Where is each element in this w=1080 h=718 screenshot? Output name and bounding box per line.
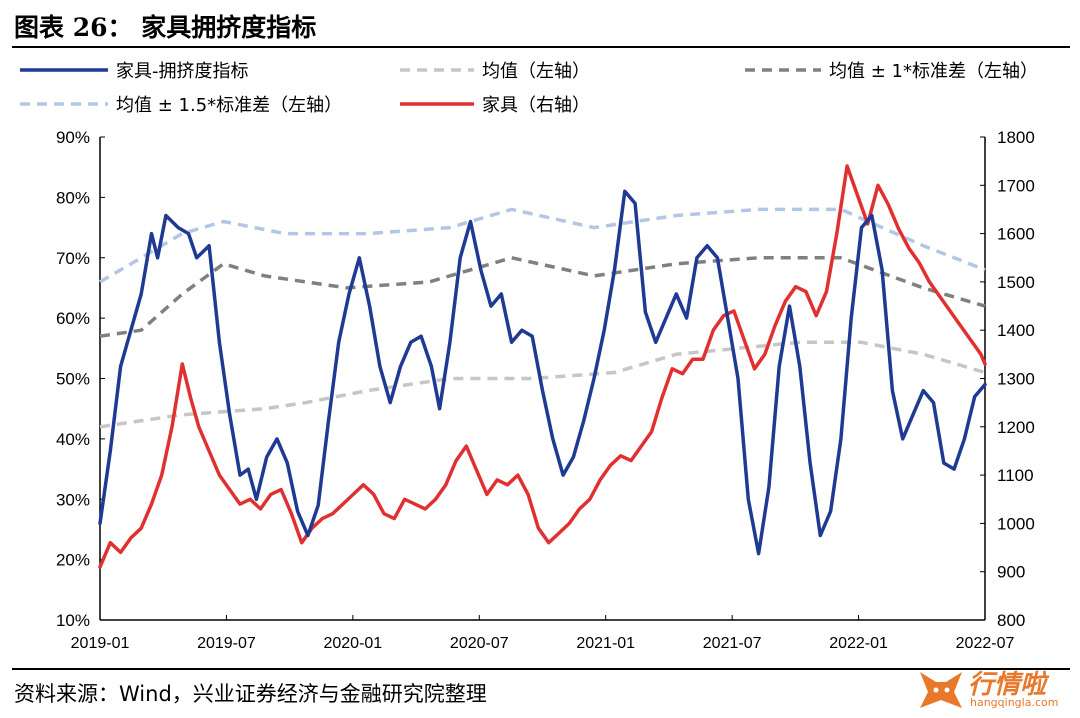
y-left-tick-label: 50%: [56, 370, 90, 389]
footer-rule: [12, 668, 1070, 670]
x-tick-label: 2020-07: [450, 635, 509, 652]
series-layer: [98, 164, 987, 569]
watermark-url: hangqingla.com: [970, 696, 1059, 709]
title-rule: [12, 46, 1070, 48]
legend-label-band1: 均值 ± 1*标准差（左轴）: [829, 61, 1038, 82]
y-right-tick-label: 1400: [997, 321, 1035, 340]
legend-label-band15: 均值 ± 1.5*标准差（左轴）: [116, 95, 342, 116]
y-left-tick-label: 80%: [56, 188, 90, 207]
source-note: 资料来源：Wind，兴业证券经济与金融研究院整理: [14, 682, 487, 706]
y-right-tick-label: 1800: [997, 128, 1035, 147]
x-tick-label: 2020-01: [323, 635, 382, 652]
legend: 家具-拥挤度指标 均值（左轴） 均值 ± 1*标准差（左轴） 均值 ± 1.5*标准差…: [20, 61, 1038, 116]
y-right-tick-label: 1600: [997, 225, 1035, 244]
y-left-tick-label: 90%: [56, 128, 90, 147]
y-right-tick-label: 900: [997, 563, 1025, 582]
series-line-band15: [99, 207, 986, 284]
y-right-tick-label: 1000: [997, 514, 1035, 533]
watermark: 行情啦 hangqingla.com: [916, 664, 1066, 714]
y-left-tick-label: 30%: [56, 490, 90, 509]
legend-label-mean: 均值（左轴）: [482, 61, 590, 82]
x-tick-label: 2021-01: [576, 635, 635, 652]
series-line-crowding: [98, 189, 987, 556]
y-right-tick-label: 1700: [997, 176, 1035, 195]
x-tick-label: 2021-07: [703, 635, 762, 652]
y-right-tick-label: 1500: [997, 273, 1035, 292]
axes: 10% 20% 30% 40% 50% 60% 70% 80% 90% 800 900 1000 110…: [56, 128, 1035, 652]
series-line-band1: [99, 256, 986, 338]
series-line-mean: [99, 340, 986, 429]
x-tick-label: 2019-07: [197, 635, 256, 652]
y-left-tick-label: 40%: [56, 430, 90, 449]
legend-label-crowding: 家具-拥挤度指标: [116, 61, 249, 82]
series-line-furniture: [98, 164, 987, 569]
y-right-tick-label: 1300: [997, 370, 1035, 389]
y-left-tick-label: 60%: [56, 309, 90, 328]
y-right-tick-label: 800: [997, 611, 1025, 630]
legend-label-furniture: 家具（右轴）: [482, 95, 590, 116]
y-left-tick-label: 70%: [56, 249, 90, 268]
x-tick-label: 2022-07: [956, 635, 1015, 652]
y-right-tick-label: 1100: [997, 466, 1034, 485]
tiger-logo-icon: [920, 672, 962, 708]
x-tick-label: 2019-01: [71, 635, 130, 652]
y-left-tick-label: 10%: [56, 611, 90, 630]
y-right-tick-label: 1200: [997, 418, 1035, 437]
y-left-tick-label: 20%: [56, 551, 90, 570]
figure-title: 图表 26： 家具拥挤度指标: [14, 13, 317, 42]
watermark-text: 行情啦: [968, 670, 1047, 700]
x-tick-label: 2022-01: [829, 635, 888, 652]
